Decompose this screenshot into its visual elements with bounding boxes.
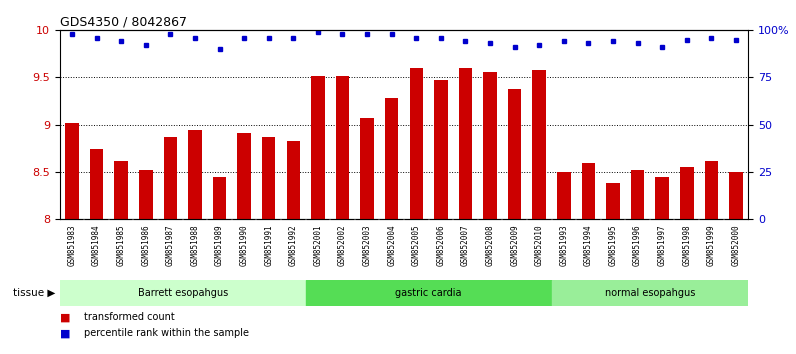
Text: ■: ■ (60, 328, 70, 338)
Text: GSM851988: GSM851988 (190, 224, 200, 266)
Bar (65, 123, 79, 219)
Text: GSM851989: GSM851989 (215, 224, 224, 266)
Text: GSM852005: GSM852005 (412, 224, 421, 266)
Text: GSM852003: GSM852003 (363, 224, 372, 266)
Bar (729, 172, 743, 219)
Bar (336, 75, 349, 219)
Bar (607, 183, 620, 219)
Bar (139, 170, 153, 219)
Bar (533, 70, 546, 219)
Bar (311, 75, 325, 219)
Text: GSM852001: GSM852001 (314, 224, 322, 266)
Bar (680, 167, 693, 219)
Bar (434, 80, 447, 219)
Bar (385, 98, 399, 219)
Bar (306, 280, 552, 306)
Bar (508, 89, 521, 219)
Bar (287, 141, 300, 219)
Bar (115, 161, 128, 219)
Text: GSM851998: GSM851998 (682, 224, 691, 266)
Text: GSM852010: GSM852010 (535, 224, 544, 266)
Text: GSM851992: GSM851992 (289, 224, 298, 266)
Text: tissue ▶: tissue ▶ (14, 288, 56, 298)
Bar (262, 137, 275, 219)
Text: GSM852008: GSM852008 (486, 224, 494, 266)
Text: transformed count: transformed count (84, 312, 174, 322)
Bar (164, 137, 178, 219)
Text: GSM851990: GSM851990 (240, 224, 248, 266)
Text: GSM851995: GSM851995 (608, 224, 618, 266)
Text: Barrett esopahgus: Barrett esopahgus (138, 288, 228, 298)
Text: percentile rank within the sample: percentile rank within the sample (84, 328, 248, 338)
Bar (582, 163, 595, 219)
Text: GDS4350 / 8042867: GDS4350 / 8042867 (60, 16, 187, 29)
Text: GSM851984: GSM851984 (92, 224, 101, 266)
Bar (655, 177, 669, 219)
Text: GSM852004: GSM852004 (387, 224, 396, 266)
Bar (483, 72, 497, 219)
Bar (237, 133, 251, 219)
Text: GSM851985: GSM851985 (117, 224, 126, 266)
Text: GSM851997: GSM851997 (657, 224, 667, 266)
Text: GSM852002: GSM852002 (338, 224, 347, 266)
Text: GSM852009: GSM852009 (510, 224, 519, 266)
Text: GSM851994: GSM851994 (584, 224, 593, 266)
Text: gastric cardia: gastric cardia (396, 288, 462, 298)
Text: GSM851986: GSM851986 (141, 224, 150, 266)
Bar (409, 68, 423, 219)
Text: GSM851983: GSM851983 (68, 224, 76, 266)
Bar (704, 161, 718, 219)
Text: GSM851999: GSM851999 (707, 224, 716, 266)
Bar (361, 118, 374, 219)
Text: GSM851991: GSM851991 (264, 224, 273, 266)
Bar (90, 149, 103, 219)
Text: GSM852006: GSM852006 (436, 224, 445, 266)
Text: GSM852000: GSM852000 (732, 224, 740, 266)
Bar (552, 280, 748, 306)
Text: GSM852007: GSM852007 (461, 224, 470, 266)
Text: GSM851987: GSM851987 (166, 224, 175, 266)
Text: normal esopahgus: normal esopahgus (605, 288, 695, 298)
Text: ■: ■ (60, 312, 70, 322)
Text: GSM851993: GSM851993 (560, 224, 568, 266)
Bar (213, 177, 226, 219)
Bar (630, 170, 644, 219)
Text: GSM851996: GSM851996 (633, 224, 642, 266)
Bar (188, 130, 201, 219)
Bar (60, 280, 306, 306)
Bar (557, 172, 571, 219)
Bar (458, 68, 472, 219)
